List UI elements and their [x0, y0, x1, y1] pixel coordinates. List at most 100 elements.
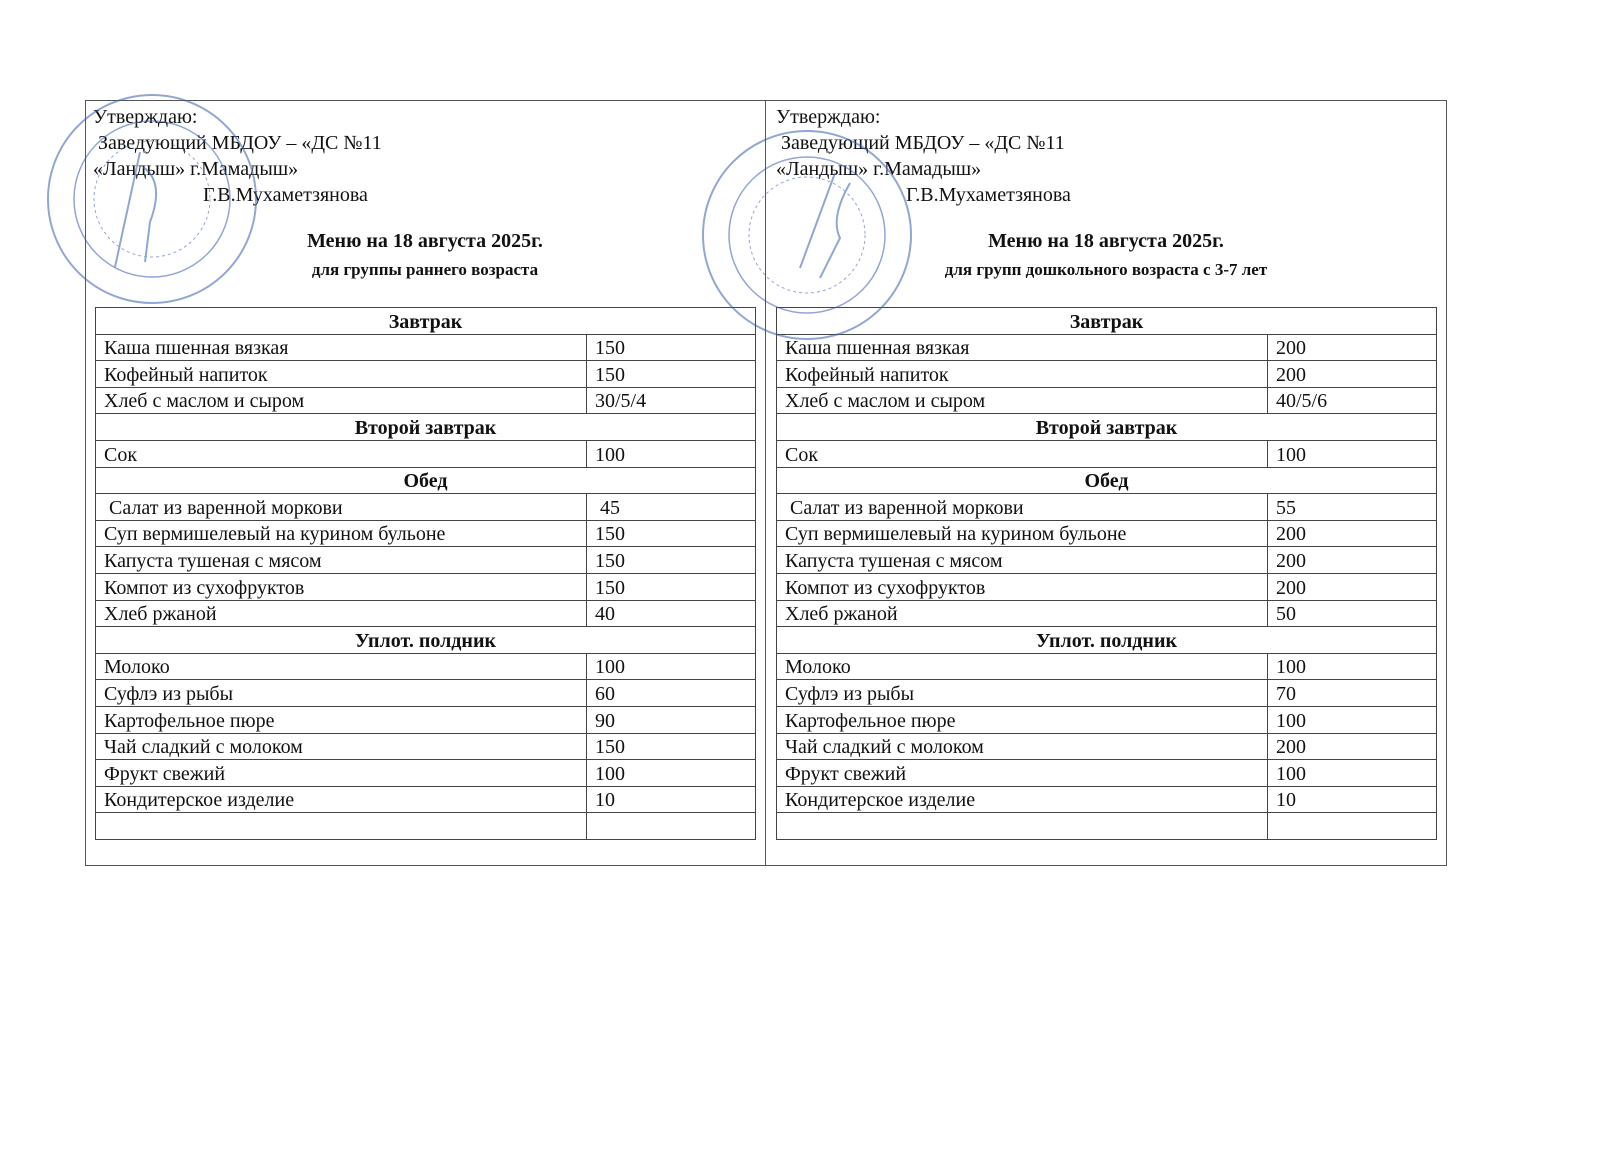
portion-grams: 50: [1267, 599, 1437, 628]
table-row: Сок 100: [776, 439, 1437, 468]
meal-section-header: Обед: [95, 466, 756, 495]
portion-grams: 40/5/6: [1267, 386, 1437, 415]
table-row: Суп вермишелевый на курином бульоне 200: [776, 519, 1437, 548]
dish-name: Хлеб ржаной: [95, 599, 587, 628]
dish-name: Каша пшенная вязкая: [776, 333, 1268, 362]
portion-grams: 100: [1267, 759, 1437, 787]
dish-name: Салат из варенной моркови: [776, 493, 1268, 521]
dish-name: Компот из сухофруктов: [776, 572, 1268, 601]
portion-grams: 150: [586, 546, 756, 574]
portion-grams: 150: [586, 572, 756, 601]
dish-name: Хлеб ржаной: [776, 599, 1268, 628]
dish-name: Кондитерское изделие: [776, 785, 1268, 814]
portion-grams: 90: [586, 705, 756, 734]
dish-name: Суп вермишелевый на курином бульоне: [776, 519, 1268, 548]
portion-grams: 100: [586, 759, 756, 787]
approval-block: Утверждаю: Заведующий МБДОУ – «ДС №11 «Ла…: [776, 104, 1071, 208]
table-row: Хлеб ржаной 40: [95, 599, 756, 628]
dish-name: Сок: [95, 439, 587, 468]
table-row: Картофельное пюре 90: [95, 705, 756, 734]
dish-name: Капуста тушеная с мясом: [95, 546, 587, 574]
portion-grams: 150: [586, 519, 756, 548]
portion-grams: 40: [586, 599, 756, 628]
dish-name: Молоко: [776, 652, 1268, 681]
section-title: Обед: [95, 466, 756, 495]
table-row: Картофельное пюре 100: [776, 705, 1437, 734]
portion-grams: 200: [1267, 360, 1437, 388]
dish-name: Картофельное пюре: [776, 705, 1268, 734]
meal-section-header: Второй завтрак: [776, 413, 1437, 441]
portion-grams: 60: [586, 679, 756, 707]
column-divider: [765, 100, 766, 866]
menu-panel-preschool: Утверждаю: Заведующий МБДОУ – «ДС №11 «Ла…: [766, 100, 1446, 866]
approval-line: Заведующий МБДОУ – «ДС №11: [93, 132, 382, 154]
section-title: Уплот. полдник: [776, 626, 1437, 654]
approval-line: Г.В.Мухаметзянова: [93, 184, 368, 206]
portion-grams: [586, 812, 756, 840]
table-row: Капуста тушеная с мясом 150: [95, 546, 756, 574]
table-row: Суфлэ из рыбы 70: [776, 679, 1437, 707]
portion-grams: 100: [1267, 705, 1437, 734]
table-row: Компот из сухофруктов 150: [95, 572, 756, 601]
menu-title: Меню на 18 августа 2025г.: [307, 230, 543, 252]
dish-name: Картофельное пюре: [95, 705, 587, 734]
table-row: Молоко 100: [776, 652, 1437, 681]
table-row: Компот из сухофруктов 200: [776, 572, 1437, 601]
table-row: Хлеб с маслом и сыром 30/5/4: [95, 386, 756, 415]
approval-line: «Ландыш» г.Мамадыш»: [93, 158, 299, 180]
table-row: Каша пшенная вязкая 150: [95, 333, 756, 362]
dish-name: Фрукт свежий: [776, 759, 1268, 787]
portion-grams: 100: [1267, 439, 1437, 468]
dish-name: Кофейный напиток: [776, 360, 1268, 388]
document-frame: [85, 100, 1447, 866]
meal-section-header: Завтрак: [95, 307, 756, 335]
dish-name: Фрукт свежий: [95, 759, 587, 787]
portion-grams: 150: [586, 732, 756, 761]
table-row: Каша пшенная вязкая 200: [776, 333, 1437, 362]
portion-grams: [1267, 812, 1437, 840]
portion-grams: 200: [1267, 732, 1437, 761]
section-title: Второй завтрак: [776, 413, 1437, 441]
dish-name: Капуста тушеная с мясом: [776, 546, 1268, 574]
table-row: Кондитерское изделие 10: [776, 785, 1437, 814]
section-title: Обед: [776, 466, 1437, 495]
table-row: [776, 812, 1437, 840]
table-row: Суфлэ из рыбы 60: [95, 679, 756, 707]
dish-name: Хлеб с маслом и сыром: [95, 386, 587, 415]
table-row: Суп вермишелевый на курином бульоне 150: [95, 519, 756, 548]
approval-line: Утверждаю:: [776, 106, 881, 128]
table-row: Молоко 100: [95, 652, 756, 681]
portion-grams: 200: [1267, 333, 1437, 362]
table-row: Фрукт свежий 100: [95, 759, 756, 787]
approval-line: Г.В.Мухаметзянова: [776, 184, 1071, 206]
table-row: Хлеб ржаной 50: [776, 599, 1437, 628]
menu-subtitle: для групп дошкольного возраста с 3-7 лет: [944, 260, 1268, 279]
table-row: Кофейный напиток 150: [95, 360, 756, 388]
portion-grams: 10: [586, 785, 756, 814]
portion-grams: 70: [1267, 679, 1437, 707]
meal-section-header: Обед: [776, 466, 1437, 495]
dish-name: Сок: [776, 439, 1268, 468]
table-row: Салат из варенной моркови 45: [95, 493, 756, 521]
section-title: Завтрак: [776, 307, 1437, 335]
approval-block: Утверждаю: Заведующий МБДОУ – «ДС №11 «Ла…: [93, 104, 382, 208]
dish-name: Кондитерское изделие: [95, 785, 587, 814]
table-row: Чай сладкий с молоком 200: [776, 732, 1437, 761]
dish-name: Молоко: [95, 652, 587, 681]
table-row: Капуста тушеная с мясом 200: [776, 546, 1437, 574]
meal-section-header: Завтрак: [776, 307, 1437, 335]
portion-grams: 30/5/4: [586, 386, 756, 415]
table-row: [95, 812, 756, 840]
section-title: Завтрак: [95, 307, 756, 335]
portion-grams: 55: [1267, 493, 1437, 521]
portion-grams: 10: [1267, 785, 1437, 814]
dish-name: Компот из сухофруктов: [95, 572, 587, 601]
approval-line: «Ландыш» г.Мамадыш»: [776, 158, 982, 180]
portion-grams: 100: [586, 652, 756, 681]
dish-name: Суп вермишелевый на курином бульоне: [95, 519, 587, 548]
table-row: Хлеб с маслом и сыром 40/5/6: [776, 386, 1437, 415]
portion-grams: 100: [1267, 652, 1437, 681]
meal-section-header: Уплот. полдник: [776, 626, 1437, 654]
dish-name: Хлеб с маслом и сыром: [776, 386, 1268, 415]
portion-grams: 200: [1267, 572, 1437, 601]
